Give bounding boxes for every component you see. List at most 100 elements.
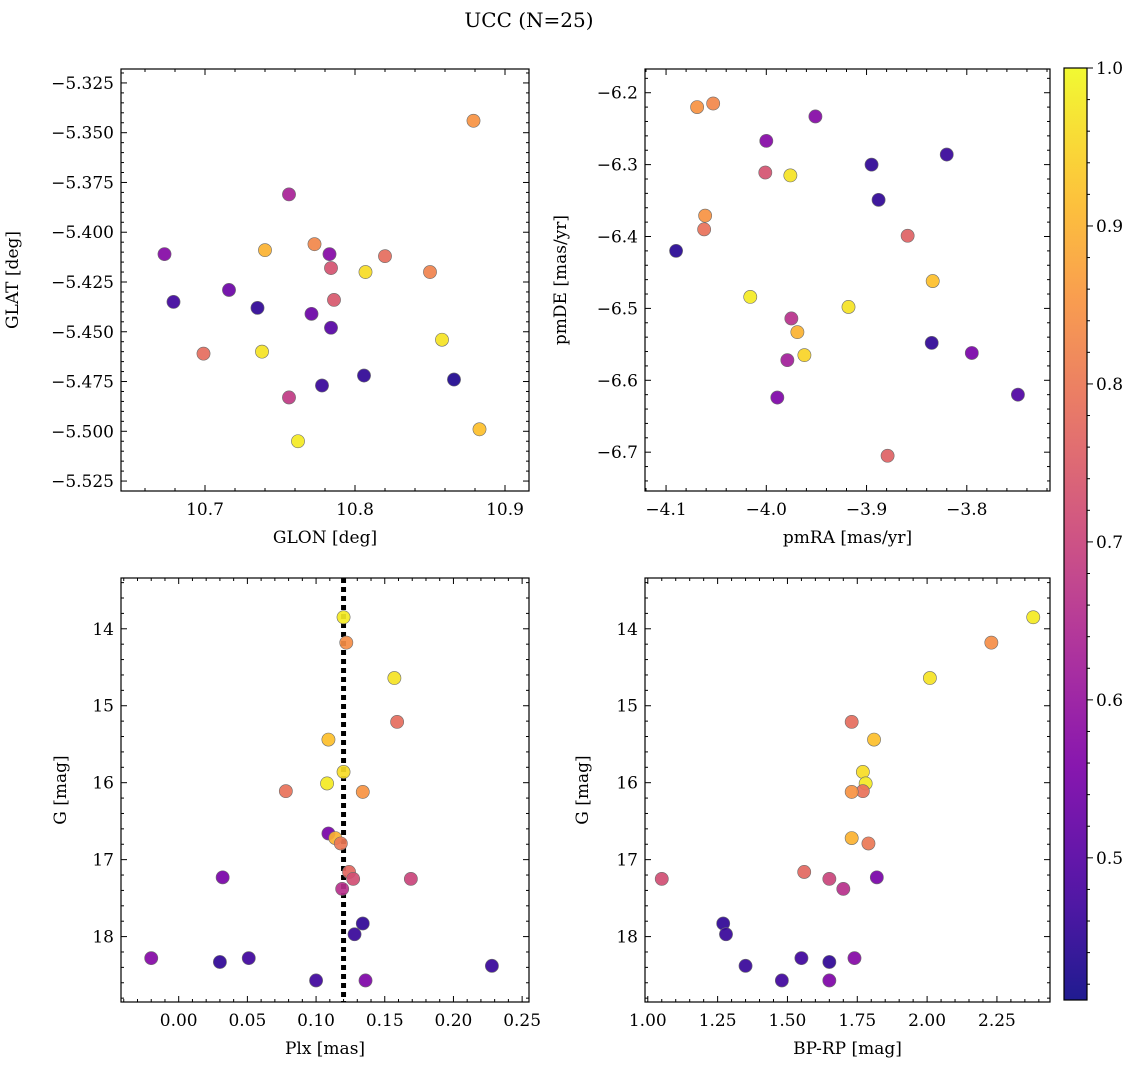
figure-title: UCC (N=25) bbox=[464, 8, 593, 32]
data-point bbox=[844, 714, 859, 729]
data-point bbox=[222, 283, 236, 297]
x-tick-label: 1.00 bbox=[629, 1011, 667, 1031]
y-tick-label: −5.375 bbox=[51, 173, 114, 193]
data-point bbox=[346, 871, 361, 886]
colorbar-tick-label: 1.0 bbox=[1096, 59, 1123, 79]
data-point bbox=[861, 836, 876, 851]
data-point bbox=[847, 951, 862, 966]
colorbar-tick-label: 0.8 bbox=[1096, 375, 1123, 395]
y-tick-label: −5.350 bbox=[51, 124, 114, 144]
data-point bbox=[336, 765, 351, 779]
x-tick-label: −4.1 bbox=[645, 500, 686, 520]
points bbox=[144, 610, 499, 988]
data-point bbox=[864, 157, 879, 172]
data-point bbox=[1011, 387, 1025, 402]
data-point bbox=[836, 881, 851, 896]
data-point bbox=[315, 378, 329, 393]
data-point bbox=[358, 973, 373, 988]
plot-area bbox=[121, 69, 529, 491]
data-point bbox=[869, 870, 884, 885]
data-point bbox=[472, 422, 487, 437]
y-tick-label: 15 bbox=[616, 697, 638, 717]
data-point bbox=[939, 147, 954, 162]
data-point bbox=[822, 871, 837, 886]
x-axis-label: Plx [mas] bbox=[285, 1039, 365, 1059]
data-point bbox=[1026, 610, 1041, 625]
data-point bbox=[258, 243, 272, 258]
x-tick-label: 0.00 bbox=[160, 1011, 198, 1031]
plot-frame bbox=[644, 577, 1051, 1003]
x-tick-label: 1.25 bbox=[699, 1011, 737, 1031]
y-tick-label: 15 bbox=[92, 697, 114, 717]
data-point bbox=[333, 836, 348, 851]
y-tick-label: −5.475 bbox=[51, 373, 114, 393]
panel-3: 0.00 0.05 0.10 0.15 0.20 0.25 14 15 16 17 18 Plx [m… bbox=[51, 577, 541, 1059]
data-point bbox=[255, 344, 269, 359]
x-tick-label: 0.05 bbox=[228, 1011, 266, 1031]
plot-area bbox=[645, 69, 1050, 491]
data-point bbox=[157, 247, 172, 262]
data-point bbox=[307, 237, 322, 252]
y-tick-label: −5.325 bbox=[51, 74, 114, 94]
y-tick-label: 14 bbox=[616, 620, 638, 640]
data-point bbox=[794, 951, 809, 966]
colorbar-gradient bbox=[1063, 67, 1088, 1001]
data-point bbox=[241, 951, 256, 966]
data-point bbox=[669, 243, 683, 258]
data-point bbox=[738, 958, 753, 973]
data-point bbox=[213, 955, 227, 969]
data-point bbox=[447, 372, 461, 387]
y-tick-label: 16 bbox=[616, 774, 638, 794]
y-tick-label: 14 bbox=[92, 620, 114, 640]
panel-2: −4.1 −4.0 −3.9 −3.8 −6.2 −6.3 −6.4 −6.5 −6.6 −6.7… bbox=[551, 68, 1051, 548]
data-point bbox=[355, 785, 370, 799]
y-tick-label: −5.525 bbox=[51, 472, 114, 492]
data-point bbox=[844, 831, 859, 845]
colorbar-tick-label: 0.7 bbox=[1096, 533, 1123, 553]
data-point bbox=[357, 368, 371, 383]
data-point bbox=[822, 955, 837, 969]
data-point bbox=[880, 448, 895, 463]
colorbar: 0.5 0.6 0.7 0.8 0.9 1.0 bbox=[1063, 59, 1123, 1001]
data-point bbox=[387, 671, 402, 685]
data-point bbox=[347, 927, 362, 942]
data-point bbox=[784, 311, 799, 326]
x-axis-label: GLON [deg] bbox=[273, 528, 377, 548]
y-axis-label: G [mag] bbox=[51, 755, 71, 824]
y-tick-label: −6.6 bbox=[597, 371, 638, 391]
y-axis-label: pmDE [mas/yr] bbox=[551, 215, 571, 345]
data-point bbox=[423, 265, 437, 279]
data-point bbox=[466, 113, 481, 128]
x-tick-label: 0.20 bbox=[435, 1011, 473, 1031]
data-point bbox=[324, 320, 338, 335]
x-tick-label: 0.10 bbox=[297, 1011, 335, 1031]
y-tick-label: 18 bbox=[616, 928, 638, 948]
colorbar-tick-label: 0.6 bbox=[1096, 691, 1123, 711]
data-point bbox=[841, 300, 856, 314]
data-point bbox=[327, 293, 341, 307]
y-tick-label: −6.4 bbox=[597, 228, 638, 248]
data-point bbox=[291, 434, 305, 449]
data-point bbox=[304, 306, 319, 321]
data-point bbox=[758, 165, 773, 180]
data-point bbox=[797, 865, 812, 879]
data-point bbox=[355, 916, 370, 931]
x-tick-label: −3.8 bbox=[946, 500, 987, 520]
data-point bbox=[922, 671, 937, 685]
y-tick-label: −6.5 bbox=[597, 299, 638, 319]
colorbar-tick-label: 0.9 bbox=[1096, 217, 1123, 237]
colorbar-tick-label: 0.5 bbox=[1096, 849, 1123, 869]
y-tick-label: −6.2 bbox=[597, 84, 638, 104]
points bbox=[654, 610, 1041, 988]
data-point bbox=[378, 249, 392, 264]
data-point bbox=[485, 958, 499, 973]
x-tick-label: 2.00 bbox=[908, 1011, 946, 1031]
data-point bbox=[215, 870, 230, 885]
y-tick-label: 17 bbox=[92, 851, 114, 871]
data-point bbox=[335, 881, 350, 896]
x-tick-label: 10.7 bbox=[186, 500, 224, 520]
x-axis-label: pmRA [mas/yr] bbox=[783, 528, 912, 548]
data-point bbox=[282, 187, 296, 202]
x-tick-label: −3.9 bbox=[846, 500, 887, 520]
